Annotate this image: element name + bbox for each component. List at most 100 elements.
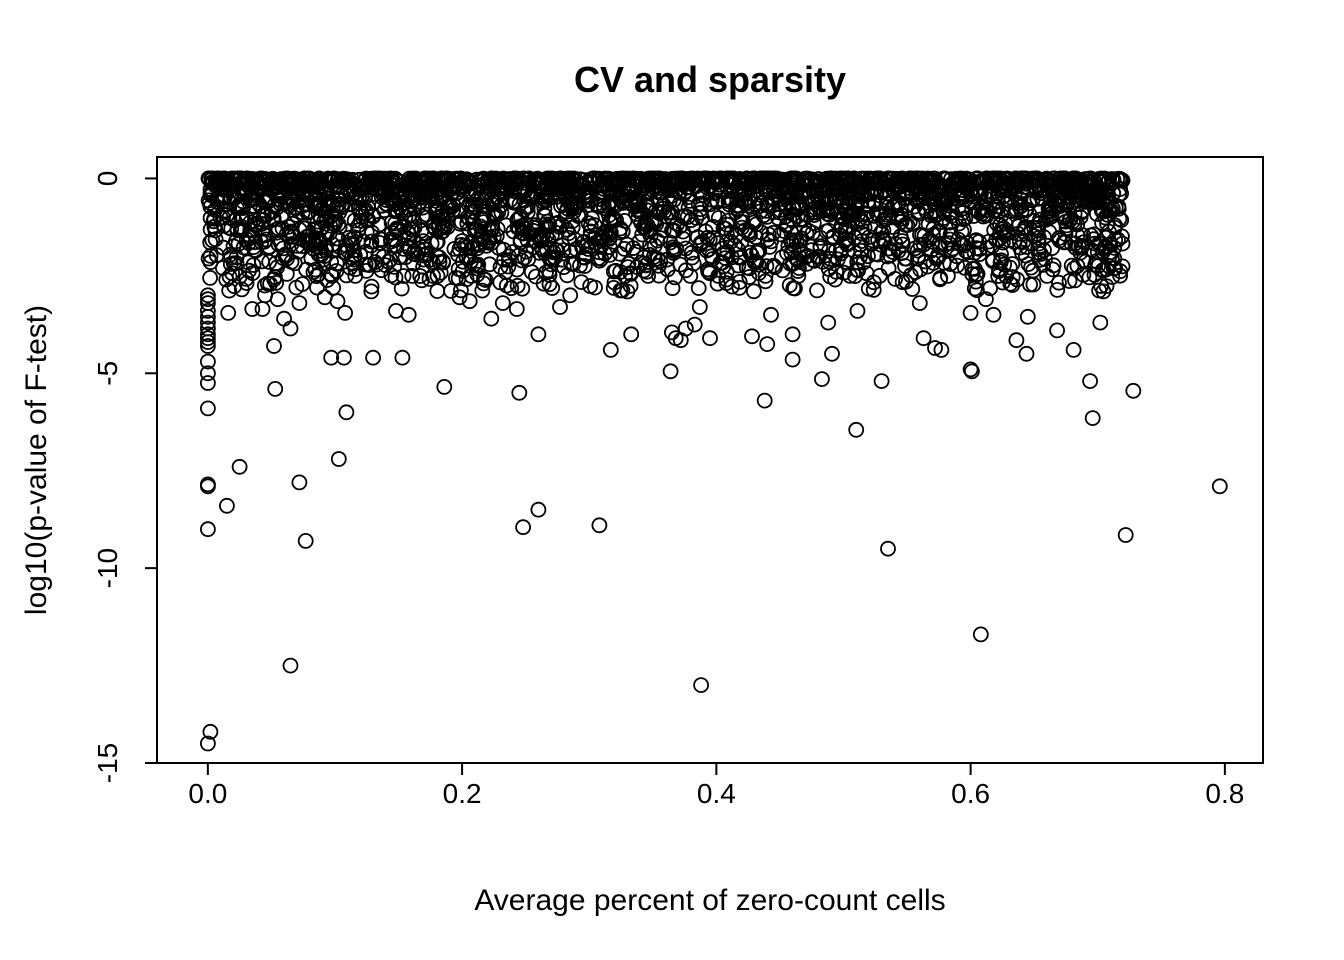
data-point-dense <box>909 242 926 259</box>
data-point-dense <box>474 282 491 299</box>
data-point <box>1008 332 1025 349</box>
data-point <box>199 291 216 308</box>
data-point <box>291 295 308 312</box>
data-point-dense <box>347 267 364 284</box>
data-point-dense <box>784 235 801 252</box>
data-point-dense <box>791 260 807 276</box>
data-point-dense <box>638 198 655 215</box>
data-point-dense <box>767 176 784 193</box>
data-point <box>552 299 568 315</box>
data-point-dense <box>888 209 905 226</box>
data-point <box>330 451 347 467</box>
data-point-dense <box>520 251 537 267</box>
data-point-dense <box>751 198 768 215</box>
data-point-dense <box>291 177 308 194</box>
data-point-dense <box>991 231 1008 248</box>
data-point-dense <box>588 196 605 212</box>
data-point-dense <box>986 172 1002 189</box>
data-point-dense <box>200 192 217 209</box>
data-point-dense <box>509 212 526 229</box>
data-point-dense <box>1044 261 1061 278</box>
data-point-dense <box>826 181 843 198</box>
data-point-dense <box>279 250 295 267</box>
data-point <box>744 328 760 345</box>
data-point-dense <box>373 262 390 279</box>
data-point-dense <box>488 227 505 244</box>
data-point-dense <box>500 252 517 269</box>
data-point-dense <box>304 233 321 250</box>
data-point-dense <box>584 210 600 227</box>
data-point-dense <box>308 196 325 213</box>
data-point <box>400 306 417 323</box>
data-point-dense <box>809 282 825 299</box>
data-point <box>199 330 216 347</box>
data-point-dense <box>387 195 403 212</box>
data-point <box>814 371 830 388</box>
data-point-dense <box>821 253 838 270</box>
data-point-dense <box>811 181 828 198</box>
x-tick-label: 0.2 <box>443 778 482 809</box>
data-point-dense <box>1063 257 1080 274</box>
data-point-dense <box>607 171 624 188</box>
data-point-dense <box>982 280 998 297</box>
data-point-dense <box>1038 211 1054 228</box>
data-point-dense <box>678 179 695 196</box>
data-point-dense <box>1072 244 1089 261</box>
data-point <box>763 306 779 323</box>
data-point-dense <box>521 170 537 187</box>
data-point-dense <box>475 271 492 288</box>
data-point-dense <box>1095 283 1112 300</box>
data-point <box>199 353 216 370</box>
data-point-dense <box>805 215 822 231</box>
data-point-dense <box>235 239 252 256</box>
data-point-dense <box>873 236 889 253</box>
data-point <box>602 341 619 358</box>
data-point-dense <box>885 244 901 260</box>
data-point <box>1018 345 1035 362</box>
data-point-dense <box>747 253 764 270</box>
data-point-dense <box>847 268 863 285</box>
data-point-dense <box>804 224 821 241</box>
data-point-dense <box>841 174 858 191</box>
data-point-dense <box>1104 202 1120 219</box>
data-point-dense <box>413 272 430 289</box>
data-point-dense <box>628 243 645 260</box>
data-point-dense <box>675 223 691 240</box>
data-point-dense <box>765 257 782 274</box>
data-point-dense <box>1073 174 1090 191</box>
data-point <box>199 326 216 343</box>
data-point-dense <box>1097 185 1114 202</box>
data-point-dense <box>509 261 525 278</box>
data-point-dense <box>1004 277 1021 294</box>
data-point-dense <box>1011 233 1028 250</box>
data-point-dense <box>245 257 262 273</box>
data-point-dense <box>445 201 462 218</box>
data-point-dense <box>221 246 238 263</box>
data-point-dense <box>689 229 706 246</box>
y-axis-label: log10(p-value of F-test) <box>20 305 53 615</box>
data-point-dense <box>348 177 364 194</box>
data-point <box>985 306 1002 323</box>
data-point-dense <box>429 283 446 300</box>
data-point-dense <box>419 171 436 187</box>
data-point-dense <box>489 220 506 237</box>
data-point-dense <box>596 200 612 217</box>
data-point-dense <box>735 173 752 190</box>
data-point-dense <box>395 268 412 284</box>
data-point-dense <box>233 281 250 298</box>
data-point-dense <box>343 235 360 252</box>
data-point-dense <box>475 275 492 292</box>
data-point-dense <box>1094 173 1111 190</box>
data-point-dense <box>249 216 266 233</box>
data-point-dense <box>250 195 267 212</box>
data-point <box>664 324 680 341</box>
data-point-dense <box>1065 213 1081 230</box>
data-point-dense <box>803 242 820 259</box>
data-point-dense <box>331 219 348 236</box>
data-point-dense <box>830 251 846 268</box>
data-point-dense <box>680 199 697 216</box>
data-point-dense <box>1051 274 1067 291</box>
y-tick-label: -5 <box>92 361 123 386</box>
data-point <box>911 295 928 312</box>
data-point-dense <box>603 175 619 192</box>
